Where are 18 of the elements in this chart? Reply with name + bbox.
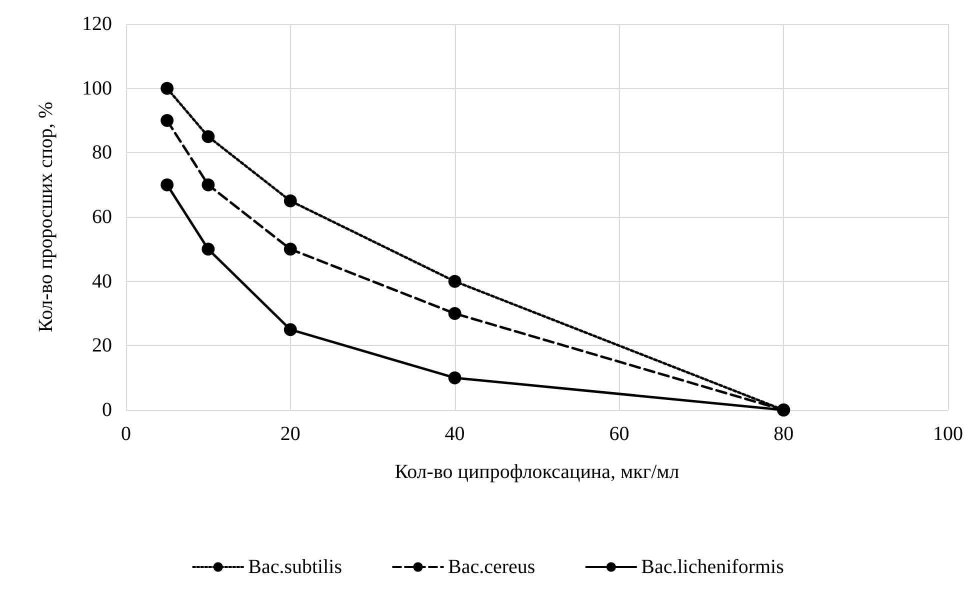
y-axis-title: Кол-во проросших спор, %	[35, 102, 57, 332]
legend-label: Bac.licheniformis	[641, 556, 784, 578]
y-tick-label: 20	[92, 334, 112, 357]
y-tick-label: 120	[82, 13, 112, 35]
x-tick-label: 80	[774, 423, 794, 445]
x-tick-label: 60	[609, 423, 630, 445]
y-tick-label: 100	[82, 77, 112, 100]
x-tick-label: 40	[444, 423, 465, 445]
x-axis-title: Кол-во ципрофлоксацина, мкг/мл	[394, 461, 680, 483]
legend-label: Bac.subtilis	[248, 556, 342, 578]
legend-label: Bac.cereus	[448, 556, 536, 578]
y-tick-label: 0	[102, 399, 112, 421]
y-tick-label: 80	[92, 142, 112, 164]
x-tick-label: 100	[933, 423, 963, 445]
x-tick-label: 0	[121, 423, 131, 445]
y-tick-label: 40	[92, 270, 112, 292]
x-tick-label: 20	[280, 423, 300, 445]
y-tick-label: 60	[92, 206, 112, 228]
